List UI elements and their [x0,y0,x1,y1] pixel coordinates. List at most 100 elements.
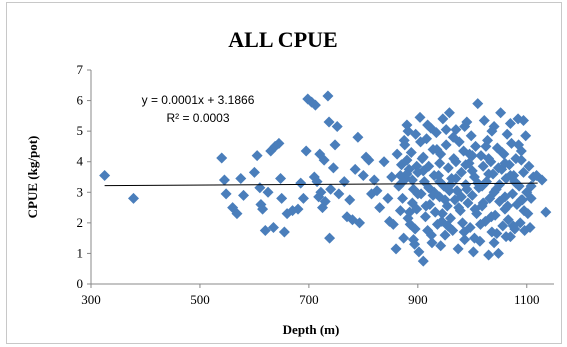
data-point [417,255,429,267]
data-point [267,221,279,233]
data-point [462,197,474,209]
data-point [501,128,513,140]
data-point [488,237,500,249]
data-point [434,176,446,188]
x-axis-ticks: 300 500 700 900 1100 [81,284,540,307]
data-point [349,163,361,175]
data-point [257,203,269,215]
data-point [447,131,459,143]
data-point [466,189,478,201]
data-point [318,154,330,166]
data-point [391,148,403,160]
data-point [524,221,536,233]
data-point [502,214,514,226]
data-point [495,107,507,119]
data-point [440,139,452,151]
data-point [483,249,495,261]
data-point [515,154,527,166]
data-point [354,217,366,229]
data-point [461,183,473,195]
data-point [525,192,537,204]
data-point [430,127,442,139]
data-point [450,173,462,185]
y-tick-label: 5 [77,123,84,138]
data-point [488,186,500,198]
data-point [338,176,350,188]
data-point [417,151,429,163]
trendline-r-squared: R² = 0.0003 [166,111,229,125]
data-point [407,234,419,246]
data-point [486,125,498,137]
data-point [394,169,406,181]
data-point [273,137,285,149]
data-point [455,166,467,178]
data-point [453,202,465,214]
data-point [325,183,337,195]
data-point [382,192,394,204]
data-point [439,194,451,206]
data-point [419,211,431,223]
data-point [413,246,425,258]
data-point [425,229,437,241]
data-point [468,232,480,244]
data-point [295,177,307,189]
data-point [466,150,478,162]
data-point [491,228,503,240]
data-point [235,173,247,185]
data-point [478,114,490,126]
data-point [540,206,552,218]
data-point [259,225,271,236]
data-point [452,243,464,255]
data-point [472,98,484,110]
data-point [324,232,336,244]
data-point [485,211,497,223]
data-point [496,147,508,159]
y-tick-label: 4 [77,154,84,169]
data-point [469,203,481,215]
data-point [427,189,439,201]
x-tick-label: 500 [190,292,210,307]
data-point [99,169,111,181]
data-point [368,174,380,186]
data-point [309,99,321,111]
data-point [515,194,527,206]
x-tick-label: 1100 [514,292,540,307]
data-point [499,157,511,169]
data-point [436,208,448,220]
data-point [297,192,309,204]
data-point [536,174,548,186]
data-point [477,197,489,209]
data-point [459,234,471,246]
trendline-equation: y = 0.0001x + 3.1866 [142,93,255,107]
data-point [386,171,398,183]
plot-area: 0 1 2 3 4 5 6 7 300 500 700 900 1100 [77,62,554,307]
data-point [401,154,413,166]
data-point [466,165,478,177]
y-tick-label: 1 [77,245,84,260]
data-point [509,176,521,188]
data-point [216,152,228,164]
data-point [333,188,345,200]
data-point [417,165,429,177]
data-point [329,139,341,151]
data-point [499,191,511,203]
data-point [322,90,334,102]
x-tick-label: 900 [408,292,428,307]
data-point [402,125,414,137]
y-axis-ticks: 0 1 2 3 4 5 6 7 [77,62,91,291]
data-point [513,139,525,151]
data-point [415,136,427,148]
data-point [218,174,230,186]
data-point [434,157,446,169]
data-point [398,232,410,244]
data-point [220,188,232,200]
data-point [504,118,516,129]
data-point [517,166,529,178]
data-point [506,137,518,149]
data-point [412,188,424,200]
data-point [440,124,452,136]
data-point [352,131,364,143]
data-point [262,186,274,198]
data-point [435,240,447,252]
data-point [439,229,451,241]
